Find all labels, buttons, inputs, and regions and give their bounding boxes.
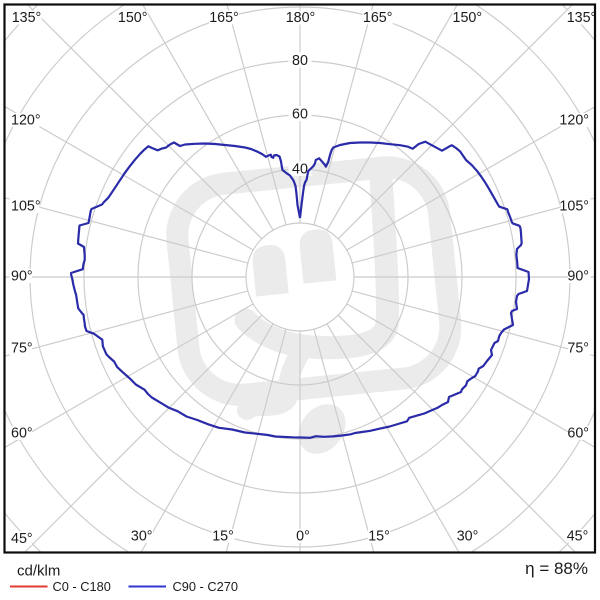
svg-text:180°: 180° bbox=[286, 10, 316, 26]
svg-text:90°: 90° bbox=[567, 269, 589, 285]
svg-text:165°: 165° bbox=[209, 10, 239, 26]
svg-text:C0 - C180: C0 - C180 bbox=[53, 579, 111, 594]
svg-text:150°: 150° bbox=[118, 10, 148, 26]
svg-text:60: 60 bbox=[292, 107, 308, 123]
svg-text:40: 40 bbox=[292, 162, 308, 178]
svg-text:η = 88%: η = 88% bbox=[525, 559, 588, 578]
svg-text:120°: 120° bbox=[559, 113, 589, 129]
svg-text:cd/klm: cd/klm bbox=[17, 563, 60, 580]
svg-text:75°: 75° bbox=[567, 341, 589, 357]
svg-text:45°: 45° bbox=[11, 531, 33, 547]
svg-text:120°: 120° bbox=[11, 113, 41, 129]
svg-text:105°: 105° bbox=[11, 199, 41, 215]
svg-text:90°: 90° bbox=[11, 269, 33, 285]
svg-text:75°: 75° bbox=[11, 341, 33, 357]
svg-text:30°: 30° bbox=[131, 529, 153, 545]
svg-text:60°: 60° bbox=[567, 426, 589, 442]
svg-text:0°: 0° bbox=[296, 529, 310, 545]
svg-text:30°: 30° bbox=[457, 529, 479, 545]
svg-text:165°: 165° bbox=[363, 10, 393, 26]
svg-text:80: 80 bbox=[292, 53, 308, 69]
svg-text:45°: 45° bbox=[567, 529, 589, 545]
svg-text:15°: 15° bbox=[212, 529, 234, 545]
svg-text:C90 - C270: C90 - C270 bbox=[173, 579, 238, 594]
svg-text:15°: 15° bbox=[368, 529, 390, 545]
svg-text:105°: 105° bbox=[559, 199, 589, 215]
svg-text:150°: 150° bbox=[453, 10, 483, 26]
svg-text:60°: 60° bbox=[11, 426, 33, 442]
svg-text:135°: 135° bbox=[12, 10, 42, 26]
svg-text:135°: 135° bbox=[567, 10, 597, 26]
